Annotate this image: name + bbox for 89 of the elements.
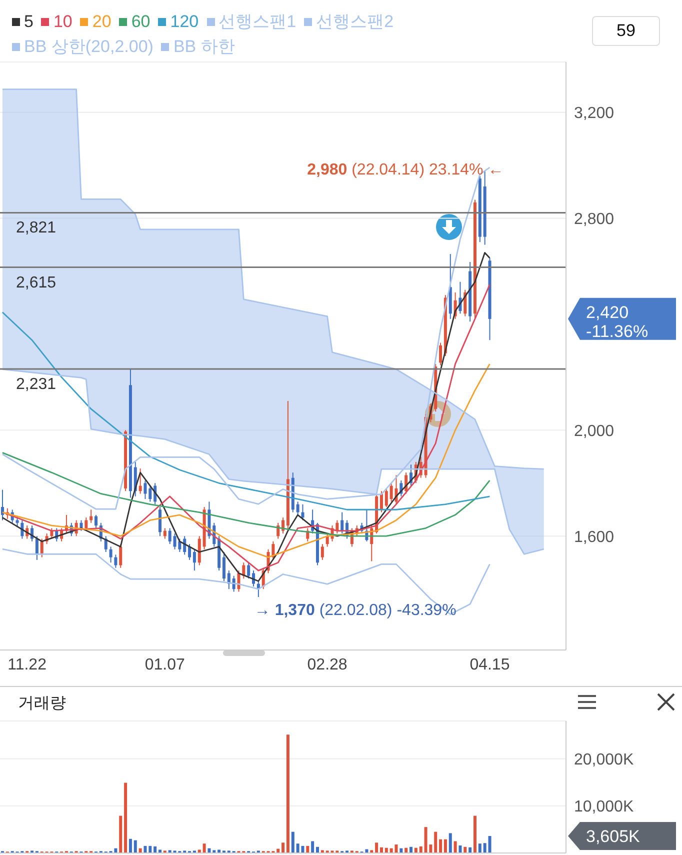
candlestick — [222, 552, 226, 582]
bar — [454, 841, 457, 853]
candlestick — [84, 517, 88, 532]
bar — [282, 842, 285, 853]
candlestick — [198, 536, 201, 566]
bar — [286, 734, 290, 853]
text: 3,605K — [586, 827, 641, 846]
candlestick — [252, 570, 256, 587]
bar — [419, 846, 422, 853]
candlestick — [158, 506, 162, 537]
candlestick — [247, 562, 250, 579]
bar — [119, 816, 122, 853]
annotation: → 1,370 (22.02.08) -43.39% — [254, 602, 456, 620]
candlestick — [16, 516, 19, 528]
candlestick — [148, 485, 152, 502]
y-tick-label: 2,800 — [574, 210, 614, 228]
legend-label: 선행스팬1 — [218, 11, 296, 33]
legend-label: 5 — [24, 12, 34, 32]
candlestick — [109, 546, 112, 564]
bar — [444, 839, 447, 853]
candlestick — [282, 517, 285, 534]
candlestick — [1, 489, 4, 521]
legend-label: 60 — [131, 12, 150, 32]
ref-line-label: 2,615 — [16, 274, 56, 292]
bar — [291, 832, 294, 853]
bar — [458, 845, 462, 853]
bar — [483, 843, 486, 853]
bar — [144, 846, 147, 853]
text: 59 — [616, 21, 636, 41]
bar — [148, 846, 152, 853]
candlestick — [384, 488, 388, 508]
line-series — [2, 452, 490, 537]
y-tick-label: 10,000K — [574, 798, 634, 816]
candlestick — [119, 544, 122, 568]
legend-label: 10 — [53, 12, 72, 32]
x-tick-label: 01.07 — [144, 656, 185, 674]
x-tick-label: 02.28 — [307, 656, 348, 674]
bar — [134, 840, 137, 853]
legend-label: 20 — [92, 12, 112, 32]
line-series — [2, 312, 490, 510]
legend-label: 선행스팬2 — [316, 11, 394, 33]
candlestick — [168, 528, 172, 545]
y-tick-label: 1,600 — [574, 528, 614, 546]
bar — [375, 842, 378, 853]
candlestick — [227, 570, 230, 590]
x-tick-label: 11.22 — [8, 656, 47, 674]
candlestick — [340, 512, 344, 534]
bar — [128, 838, 132, 853]
y-tick-label: 2,000 — [574, 422, 614, 440]
bar — [158, 850, 162, 853]
bar — [124, 782, 128, 853]
legend-label: BB 상한(20,2.00) — [24, 36, 154, 58]
candlestick — [301, 504, 304, 521]
bar — [306, 846, 310, 853]
candlestick — [439, 342, 442, 366]
bar — [434, 832, 438, 853]
legend-label: 120 — [170, 12, 199, 32]
candlestick — [94, 514, 98, 529]
bar — [478, 844, 482, 853]
candlestick — [188, 544, 192, 560]
candlestick — [114, 554, 118, 568]
ref-line-label: 2,821 — [16, 220, 56, 237]
text: 2,420 -11.36% — [586, 302, 648, 341]
bar — [488, 836, 492, 853]
candlestick — [144, 480, 147, 500]
chart-title: 거래량 — [18, 694, 66, 714]
bar — [439, 839, 442, 853]
bar — [311, 841, 314, 853]
candlestick — [380, 490, 383, 513]
bar — [218, 850, 221, 853]
bar — [473, 816, 476, 853]
candlestick — [192, 548, 196, 572]
bar — [198, 850, 201, 853]
candlestick — [326, 532, 329, 548]
candlestick — [296, 501, 300, 516]
bar — [448, 833, 452, 853]
candlestick — [320, 544, 324, 560]
candlestick — [242, 562, 246, 579]
y-tick-label: 3,200 — [574, 105, 614, 122]
bar — [154, 846, 157, 853]
x-tick-label: 04.15 — [470, 656, 510, 674]
y-tick-label: 20,000K — [574, 751, 634, 768]
candlestick — [90, 509, 93, 524]
annotation: 2,980 (22.04.14) 23.14% ← — [307, 162, 504, 179]
legend-label: BB 하한 — [173, 36, 235, 58]
candlestick — [138, 468, 142, 494]
candlestick — [163, 528, 166, 540]
bar — [202, 844, 206, 853]
ref-line-label: 2,231 — [16, 376, 56, 393]
